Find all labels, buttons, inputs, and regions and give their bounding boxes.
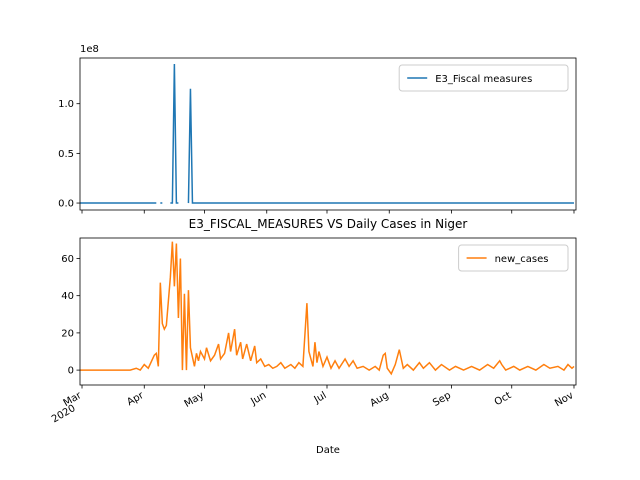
- y-tick-label: 0: [68, 366, 74, 377]
- legend-label: E3_Fiscal measures: [435, 74, 532, 85]
- axes-frame: [79, 57, 577, 211]
- y-tick-label: 1.0: [58, 99, 74, 110]
- legend-box: [398, 64, 569, 92]
- y-tick-label: 40: [61, 291, 74, 302]
- legend: new_cases: [458, 244, 569, 272]
- legend: E3_Fiscal measures: [398, 64, 569, 92]
- axes-frame: [79, 237, 577, 386]
- y-offset-label: 1e8: [80, 44, 99, 55]
- chart-title: E3_FISCAL_MEASURES VS Daily Cases in Nig…: [189, 217, 468, 231]
- x-axis-label: Date: [316, 445, 340, 456]
- y-tick-label: 0.0: [58, 199, 74, 210]
- y-tick-label: 60: [61, 254, 74, 265]
- y-tick-label: 0.5: [58, 149, 74, 160]
- y-tick-label: 20: [61, 328, 74, 339]
- data-line: [80, 63, 574, 204]
- data-line: [80, 241, 575, 376]
- legend-box: [458, 244, 569, 272]
- legend-label: new_cases: [495, 254, 549, 265]
